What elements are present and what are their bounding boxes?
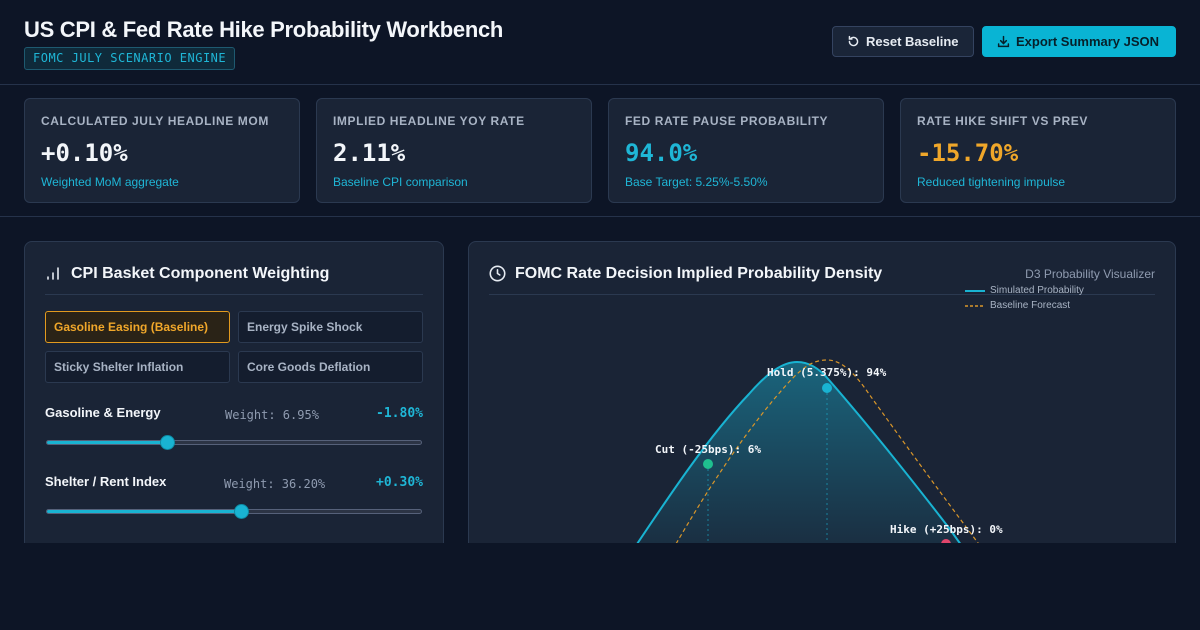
scenario-sticky-shelter[interactable]: Sticky Shelter Inflation: [45, 351, 230, 383]
app-header: US CPI & Fed Rate Hike Probability Workb…: [0, 0, 1200, 85]
panel-header: CPI Basket Component Weighting: [45, 242, 423, 295]
clock-icon: [489, 265, 506, 282]
legend-item-baseline: Baseline Forecast: [965, 298, 1084, 313]
kpi-value: +0.10%: [41, 139, 128, 167]
scenario-gasoline-easing[interactable]: Gasoline Easing (Baseline): [45, 311, 230, 343]
download-icon: [997, 35, 1010, 48]
simulated-probability-line: [628, 360, 970, 557]
panel-header: FOMC Rate Decision Implied Probability D…: [489, 242, 1155, 295]
kpi-card-headline-mom: CALCULATED JULY HEADLINE MOM +0.10% Weig…: [24, 98, 300, 203]
probability-density-chart: Cut (-25bps): 6% Hold (5.375%): 94% Hike…: [628, 359, 1003, 580]
component-value-gasoline: -1.80%: [376, 406, 423, 421]
legend-swatch-solid: [965, 289, 985, 292]
kpi-label: RATE HIKE SHIFT VS PREV: [917, 114, 1088, 128]
kpi-card-pause-probability: FED RATE PAUSE PROBABILITY 94.0% Base Ta…: [608, 98, 884, 203]
cpi-weighting-panel: CPI Basket Component Weighting Gasoline …: [24, 241, 444, 581]
cut-point[interactable]: [703, 459, 713, 469]
kpi-row: CALCULATED JULY HEADLINE MOM +0.10% Weig…: [0, 85, 1200, 217]
kpi-label: FED RATE PAUSE PROBABILITY: [625, 114, 829, 128]
legend-item-simulated: Simulated Probability: [965, 283, 1084, 298]
probability-density-panel: FOMC Rate Decision Implied Probability D…: [468, 241, 1176, 581]
kpi-card-headline-yoy: IMPLIED HEADLINE YOY RATE 2.11% Baseline…: [316, 98, 592, 203]
export-summary-label: Export Summary JSON: [1016, 34, 1160, 49]
scenario-energy-spike[interactable]: Energy Spike Shock: [238, 311, 423, 343]
hold-annotation: Hold (5.375%): 94%: [767, 366, 887, 379]
panel-title: FOMC Rate Decision Implied Probability D…: [515, 265, 883, 282]
reset-baseline-button[interactable]: Reset Baseline: [832, 26, 974, 57]
simulated-probability-area: [629, 362, 969, 556]
component-label-shelter: Shelter / Rent Index: [45, 474, 167, 489]
scenario-engine-badge: FOMC JULY SCENARIO ENGINE: [24, 47, 236, 70]
bar-chart-icon: [47, 267, 59, 280]
kpi-value: -15.70%: [917, 139, 1019, 167]
kpi-sub: Baseline CPI comparison: [333, 175, 468, 189]
component-value-shelter: +0.30%: [376, 475, 423, 490]
panel-title: CPI Basket Component Weighting: [71, 265, 330, 282]
shelter-slider-fill: [47, 510, 242, 513]
cut-annotation: Cut (-25bps): 6%: [655, 443, 761, 456]
legend-label-baseline: Baseline Forecast: [990, 300, 1071, 311]
component-weight-gasoline: Weight: 6.95%: [225, 408, 319, 422]
kpi-value: 94.0%: [625, 139, 698, 167]
kpi-sub: Weighted MoM aggregate: [41, 175, 179, 189]
kpi-sub: Base Target: 5.25%-5.50%: [625, 175, 768, 189]
reset-baseline-label: Reset Baseline: [866, 34, 959, 49]
kpi-label: IMPLIED HEADLINE YOY RATE: [333, 114, 525, 128]
visualizer-tag: D3 Probability Visualizer: [1025, 267, 1155, 281]
gasoline-slider-track[interactable]: [46, 435, 422, 450]
component-weight-shelter: Weight: 36.20%: [224, 477, 326, 491]
component-label-gasoline: Gasoline & Energy: [45, 405, 161, 420]
export-summary-button[interactable]: Export Summary JSON: [982, 26, 1176, 57]
kpi-label: CALCULATED JULY HEADLINE MOM: [41, 114, 269, 128]
legend-label-simulated: Simulated Probability: [990, 285, 1084, 296]
viewport-bottom: [0, 543, 1200, 630]
gasoline-slider-thumb[interactable]: [159, 435, 175, 450]
kpi-card-hike-shift: RATE HIKE SHIFT VS PREV -15.70% Reduced …: [900, 98, 1176, 203]
reset-icon: [848, 35, 859, 47]
chart-legend: Simulated Probability Baseline Forecast: [965, 283, 1084, 313]
gasoline-slider-fill: [47, 441, 167, 444]
shelter-slider-track[interactable]: [46, 504, 422, 519]
legend-swatch-dashed: [965, 304, 985, 307]
hike-annotation: Hike (+25bps): 0%: [890, 523, 1003, 536]
page-title: US CPI & Fed Rate Hike Probability Workb…: [24, 17, 504, 42]
shelter-slider-thumb[interactable]: [234, 504, 250, 519]
hold-point[interactable]: [822, 383, 832, 393]
kpi-sub: Reduced tightening impulse: [917, 175, 1066, 189]
kpi-value: 2.11%: [333, 139, 406, 167]
scenario-core-goods[interactable]: Core Goods Deflation: [238, 351, 423, 383]
